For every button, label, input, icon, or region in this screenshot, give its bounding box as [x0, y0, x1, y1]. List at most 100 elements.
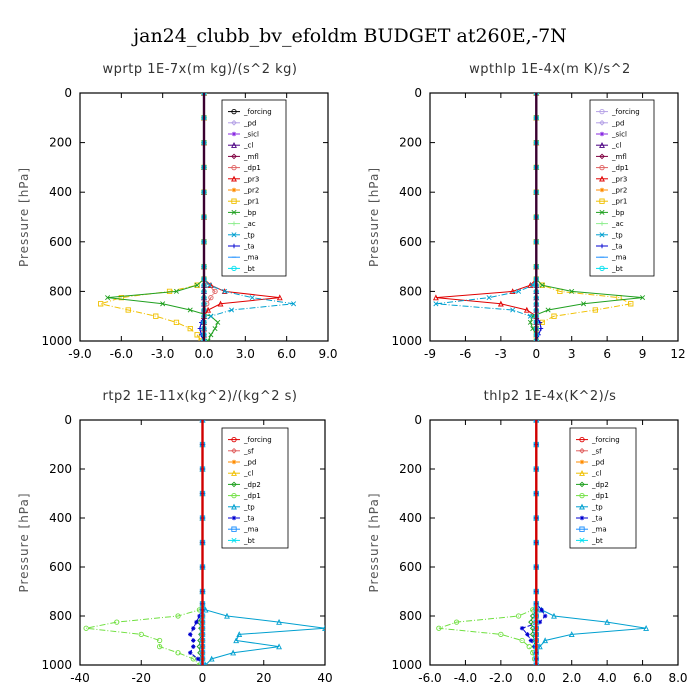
data-point [436, 625, 442, 631]
legend-marker [231, 447, 237, 454]
data-point [568, 631, 575, 638]
data-point [291, 301, 297, 307]
x-tick-label: 6 [603, 347, 611, 361]
data-point [190, 656, 196, 662]
data-point [516, 288, 522, 294]
x-tick-label: 8.0 [668, 671, 687, 685]
legend-label: _ma [243, 526, 259, 534]
data-point [187, 307, 193, 313]
x-tick-label: -6.0 [418, 671, 441, 685]
legend-label: _pr1 [611, 198, 627, 206]
legend-label: _tp [243, 231, 255, 239]
legend-marker [579, 469, 585, 476]
data-point [205, 338, 211, 341]
data-point [533, 139, 539, 146]
data-point [533, 662, 539, 665]
data-point [533, 420, 539, 423]
data-point [551, 612, 557, 619]
data-point [236, 631, 243, 638]
y-tick-label: 0 [64, 413, 72, 427]
data-point [533, 338, 540, 341]
legend-label: _pr2 [611, 187, 627, 195]
legend-label: _sicl [611, 131, 627, 139]
series-line-pr3 [435, 93, 537, 341]
data-point [196, 643, 203, 650]
legend-marker [231, 108, 237, 115]
data-point [201, 288, 207, 295]
data-point [83, 625, 89, 631]
legend-label: _pd [611, 119, 624, 127]
data-point [537, 619, 543, 625]
data-point [322, 625, 325, 631]
data-point [640, 295, 646, 301]
legend-marker [599, 164, 605, 171]
legend-box [221, 427, 289, 549]
x-tick-label: 0 [532, 347, 540, 361]
data-point [201, 93, 207, 96]
data-point [156, 637, 163, 644]
legend-box [589, 99, 655, 277]
data-point [533, 214, 539, 220]
y-tick-label: 0 [64, 86, 72, 100]
y-tick-label: 600 [399, 560, 422, 574]
data-point [528, 619, 534, 625]
series-line-tp [435, 93, 537, 341]
data-point [212, 326, 218, 332]
legend-label: _ac [243, 220, 256, 228]
legend-label: _cl [243, 142, 253, 150]
data-point [604, 618, 611, 625]
legend-marker [579, 515, 585, 521]
data-point [196, 619, 203, 625]
legend-label: _forcing [243, 436, 272, 444]
data-point [201, 214, 207, 220]
y-tick-label: 800 [49, 284, 72, 298]
legend-marker [231, 198, 237, 204]
legend-marker [231, 243, 237, 249]
x-tick-label: -40 [70, 671, 90, 685]
data-point [208, 655, 215, 662]
legend-marker [231, 131, 237, 137]
legend-marker [599, 131, 605, 137]
plot-frame [429, 92, 679, 342]
data-point [533, 301, 539, 307]
data-point [539, 282, 545, 288]
data-point [453, 619, 460, 625]
legend-label: _pd [591, 459, 604, 467]
legend-label: _dp1 [611, 164, 629, 172]
legend-label: _forcing [611, 108, 640, 116]
data-point [175, 613, 181, 619]
data-point [533, 164, 539, 171]
data-point [98, 301, 104, 307]
data-point [201, 313, 207, 319]
legend-marker [599, 108, 605, 115]
legend-label: _mfl [611, 153, 627, 161]
y-axis-label: Pressure [hPa] [17, 492, 31, 592]
legend-marker [599, 232, 605, 238]
legend-marker [579, 436, 585, 443]
x-tick-label: -3 [495, 347, 507, 361]
x-tick-label: 6.0 [633, 671, 652, 685]
data-point [497, 300, 504, 307]
legend-marker [579, 481, 585, 488]
data-point [533, 319, 539, 326]
legend-marker [599, 141, 605, 148]
data-point [125, 307, 131, 313]
y-tick-label: 800 [49, 609, 72, 623]
panel-title: thlp2 1E-4x(K^2)/s [484, 389, 617, 404]
data-point [199, 420, 206, 423]
data-point [194, 332, 200, 338]
y-tick-label: 600 [49, 235, 72, 249]
legend-box [569, 427, 637, 549]
legend-label: _sicl [243, 131, 259, 139]
data-point [175, 650, 181, 656]
legend-marker [231, 119, 237, 126]
legend-label: _tp [243, 503, 255, 511]
data-point [528, 638, 534, 643]
data-point [533, 338, 539, 341]
legend-label: _tp [611, 231, 623, 239]
data-point [533, 239, 539, 245]
data-point [527, 319, 533, 325]
data-point [197, 613, 202, 619]
x-tick-label: 0 [199, 671, 207, 685]
legend: _forcing _sf _pd _cl _dp2 _dp1 _tp _ta _ma _bt [569, 427, 637, 549]
